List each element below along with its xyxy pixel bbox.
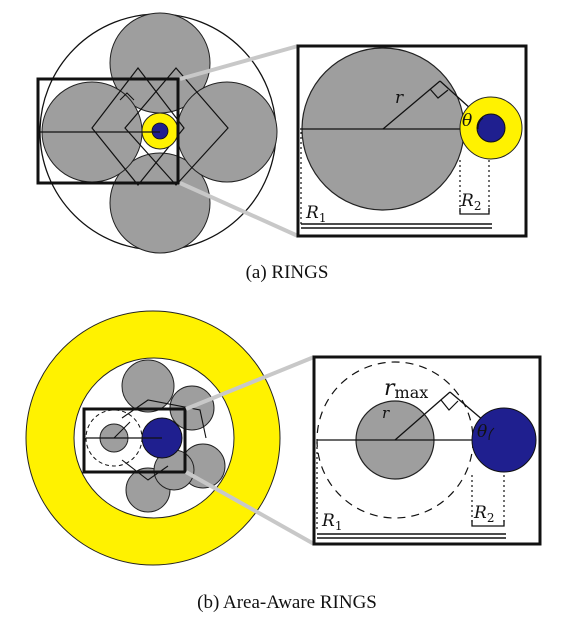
connector-bottom-b — [185, 470, 315, 546]
label-r-a: r — [395, 88, 404, 108]
theta-arc-a — [477, 117, 484, 130]
diamond-right — [124, 67, 229, 186]
label-r2-a-sub: 2 — [474, 199, 482, 213]
right-angle-a — [119, 92, 135, 101]
zoom-rect-b — [82, 407, 187, 474]
r2-bracket-a — [459, 208, 490, 215]
label-r1-b-sub: 1 — [335, 519, 343, 533]
connector-bottom-a — [179, 181, 299, 238]
r2-bracket-b — [471, 520, 505, 527]
label-r-b: r — [382, 404, 390, 422]
radius-b — [113, 421, 131, 439]
theta-arc-b — [488, 427, 495, 441]
caption-b: (b) Area-Aware RINGS — [197, 592, 377, 613]
label-r1-b: R1 — [321, 511, 342, 533]
label-theta-a: θ — [462, 111, 472, 131]
label-r2-a-main: R — [460, 191, 474, 211]
diamond-left — [91, 67, 185, 186]
label-r2-b-main: R — [473, 503, 487, 523]
zoom-blue-center-a — [476, 113, 506, 143]
gray-circle-bottom — [109, 152, 211, 254]
blue-center-a — [151, 122, 169, 140]
label-r2-a: R2 — [460, 191, 481, 213]
zoom-blue-circle-b — [471, 407, 537, 473]
zoom-rect-a — [36, 77, 180, 185]
gray-circle-b-top — [121, 359, 175, 413]
connector-top-b — [185, 355, 315, 411]
zoom-right-angle-a — [429, 88, 449, 99]
label-r2-b: R2 — [473, 503, 494, 525]
zoom-radius-b — [394, 391, 451, 441]
label-rmax-b: rmax — [384, 376, 428, 402]
label-r1-b-main: R — [321, 511, 335, 531]
label-r2-b-sub: 2 — [487, 511, 495, 525]
zoom-content-a: r θ R1 R2 — [300, 47, 523, 229]
label-rmax-b-sub: max — [395, 383, 429, 402]
label-theta-b: θ — [477, 422, 487, 442]
connector-top-a — [179, 44, 299, 81]
label-r1-a: R1 — [305, 203, 326, 225]
zoom-right-angle-b — [440, 399, 459, 411]
panel-a: r θ R1 R2 — [36, 12, 528, 254]
label-r1-a-sub: 1 — [319, 211, 327, 225]
label-rmax-b-main: r — [384, 376, 396, 401]
label-r1-a-main: R — [305, 203, 319, 223]
zoom-content-b: rmax r θ R1 R2 — [316, 361, 537, 539]
caption-a: (a) RINGS — [245, 262, 329, 283]
panel-b: rmax r θ R1 R2 — [25, 310, 542, 566]
